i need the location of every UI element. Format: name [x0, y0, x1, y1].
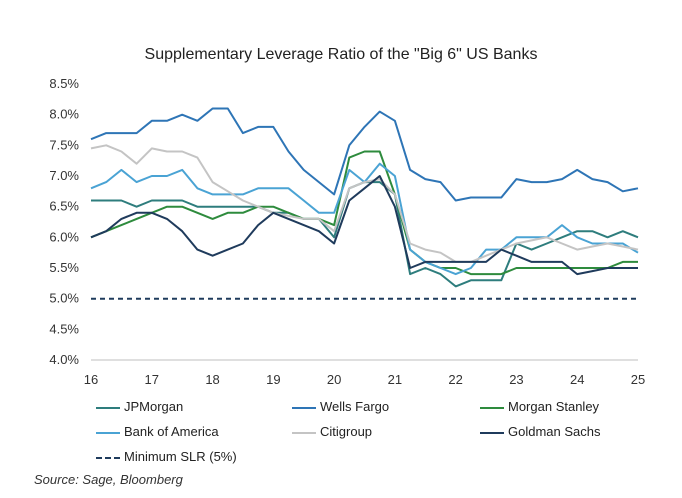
- legend-swatch-minimum-slr: [96, 456, 120, 459]
- y-tick-label: 5.5%: [49, 260, 79, 275]
- y-tick-label: 4.5%: [49, 321, 79, 336]
- x-tick-label: 19: [266, 372, 280, 387]
- chart-title: Supplementary Leverage Ratio of the "Big…: [144, 46, 538, 63]
- legend-label-wells-fargo: Wells Fargo: [320, 399, 390, 414]
- x-tick-label: 17: [145, 372, 159, 387]
- source-note: Source: Sage, Bloomberg: [34, 472, 183, 487]
- legend-item-morgan-stanley: Morgan Stanley: [480, 398, 599, 416]
- series-line-citigroup: [90, 144, 639, 263]
- x-tick-label: 24: [570, 372, 584, 387]
- legend-swatch-goldman-sachs: [480, 431, 504, 434]
- legend-label-jpmorgan: JPMorgan: [124, 399, 184, 414]
- y-axis: 4.0% 4.5% 5.0% 5.5% 6.0% 6.5% 7.0% 7.5% 8.0% 8.5%: [49, 76, 79, 367]
- x-tick-label: 16: [84, 372, 98, 387]
- x-tick-label: 25: [631, 372, 645, 387]
- y-tick-label: 5.0%: [49, 291, 79, 306]
- legend-item-minimum-slr: Minimum SLR (5%): [96, 448, 237, 466]
- legend-item-wells-fargo: Wells Fargo: [292, 398, 389, 416]
- y-tick-label: 8.5%: [49, 76, 79, 91]
- legend-swatch-jpmorgan: [96, 406, 120, 409]
- x-tick-label: 21: [388, 372, 402, 387]
- y-tick-label: 8.0%: [49, 107, 79, 122]
- series-line-jpmorgan: [91, 181, 639, 288]
- legend: JPMorgan Wells Fargo Morgan Stanley Bank…: [96, 398, 656, 468]
- legend-item-bank-of-america: Bank of America: [96, 423, 219, 441]
- series-line-morgan-stanley: [90, 150, 638, 276]
- legend-label-morgan-stanley: Morgan Stanley: [508, 399, 600, 414]
- series-lines: [90, 107, 639, 300]
- legend-swatch-citigroup: [292, 431, 316, 434]
- legend-item-citigroup: Citigroup: [292, 423, 372, 441]
- x-tick-label: 22: [448, 372, 462, 387]
- y-tick-label: 6.0%: [49, 229, 79, 244]
- legend-label-bank-of-america: Bank of America: [124, 424, 219, 439]
- legend-item-goldman-sachs: Goldman Sachs: [480, 423, 601, 441]
- legend-swatch-bank-of-america: [96, 431, 120, 434]
- y-tick-label: 6.5%: [49, 199, 79, 214]
- legend-label-citigroup: Citigroup: [320, 424, 373, 439]
- x-tick-label: 20: [327, 372, 341, 387]
- y-tick-label: 4.0%: [49, 352, 79, 367]
- x-axis: 16 17 18 19 20 21 22 23 24 25: [84, 359, 645, 387]
- legend-swatch-morgan-stanley: [480, 406, 504, 409]
- chart-plot-area: 4.0% 4.5% 5.0% 5.5% 6.0% 6.5% 7.0% 7.5% 8.0% 8.5%…: [49, 76, 645, 387]
- x-tick-label: 18: [205, 372, 219, 387]
- y-tick-label: 7.0%: [49, 168, 79, 183]
- series-line-wells-fargo: [90, 107, 639, 202]
- x-tick-label: 23: [509, 372, 523, 387]
- legend-swatch-wells-fargo: [292, 406, 316, 409]
- y-tick-label: 7.5%: [49, 137, 79, 152]
- legend-label-minimum-slr: Minimum SLR (5%): [124, 449, 237, 464]
- legend-label-goldman-sachs: Goldman Sachs: [508, 424, 601, 439]
- series-line-goldman-sachs: [90, 175, 638, 276]
- legend-item-jpmorgan: JPMorgan: [96, 398, 183, 416]
